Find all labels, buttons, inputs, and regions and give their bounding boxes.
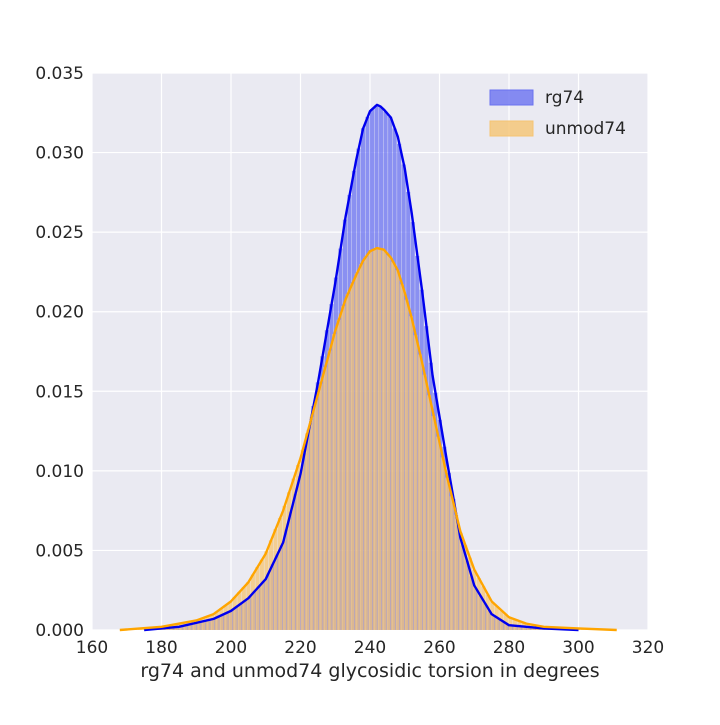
unmod74-hist-bar (319, 384, 323, 630)
unmod74-hist-bar (314, 400, 318, 630)
y-tick-label: 0.015 (35, 382, 84, 402)
unmod74-hist-bar (450, 496, 454, 630)
unmod74-hist-bar (481, 586, 485, 630)
unmod74-hist-bar (409, 316, 413, 630)
unmod74-hist-bar (445, 478, 449, 630)
unmod74-hist-bar (400, 284, 404, 630)
legend-label: rg74 (545, 88, 584, 108)
unmod74-hist-bar (251, 575, 255, 630)
y-tick-label: 0.010 (35, 462, 84, 482)
unmod74-hist-bar (337, 320, 341, 630)
y-tick-label: 0.035 (35, 64, 84, 84)
x-tick-labels: 160 180 200 220 240 260 280 300 320 (76, 638, 664, 658)
unmod74-hist-bar (224, 605, 228, 630)
x-tick-label: 200 (215, 638, 247, 658)
unmod74-hist-bar (422, 375, 426, 630)
x-tick-label: 260 (423, 638, 455, 658)
unmod74-hist-bar (427, 395, 431, 630)
unmod74-hist-bar (255, 567, 259, 630)
rg74-legend-swatch (490, 90, 533, 105)
unmod74-hist-bar (477, 578, 481, 630)
x-tick-label: 220 (284, 638, 316, 658)
unmod74-hist-bar (350, 283, 354, 630)
unmod74-hist-bar (233, 597, 237, 630)
y-tick-label: 0.030 (35, 144, 84, 164)
y-tick-label: 0.000 (35, 621, 84, 641)
unmod74-hist-bar (210, 615, 214, 630)
unmod74-hist-bar (215, 612, 219, 630)
unmod74-hist-bar (364, 257, 368, 630)
x-tick-label: 280 (493, 638, 525, 658)
legend-label: unmod74 (545, 119, 626, 139)
unmod74-hist-bar (260, 560, 264, 630)
unmod74-hist-bar (341, 306, 345, 630)
unmod74-hist-bar (432, 416, 436, 630)
unmod74-hist-bar (228, 602, 232, 630)
unmod74-hist-bar (323, 367, 327, 630)
unmod74-hist-bar (413, 335, 417, 630)
unmod74-hist-bar (382, 250, 386, 630)
unmod74-hist-bar (273, 529, 277, 630)
unmod74-hist-bar (219, 608, 223, 630)
unmod74-hist-bar (278, 518, 282, 630)
unmod74-hist-bar (246, 582, 250, 630)
unmod74-hist-bar (436, 437, 440, 630)
y-tick-label: 0.020 (35, 303, 84, 323)
y-tick-label: 0.005 (35, 541, 84, 561)
unmod74-hist-bar (404, 300, 408, 630)
x-tick-label: 160 (76, 638, 108, 658)
unmod74-hist-bar (355, 273, 359, 630)
y-tick-label: 0.025 (35, 223, 84, 243)
x-tick-label: 300 (562, 638, 594, 658)
unmod74-hist-bar (301, 450, 305, 630)
unmod74-hist-bar (377, 249, 381, 630)
unmod74-hist-bar (395, 270, 399, 630)
unmod74-hist-bar (269, 540, 273, 630)
unmod74-hist-bar (373, 249, 377, 630)
unmod74-hist-bar (242, 587, 246, 630)
unmod74-hist-bar (346, 294, 350, 630)
unmod74-legend-swatch (490, 121, 533, 136)
unmod74-hist-bar (454, 515, 458, 630)
unmod74-hist-bar (264, 551, 268, 630)
unmod74-hist-bar (237, 592, 241, 630)
unmod74-hist-bar (310, 417, 314, 630)
y-tick-labels: 0.000 0.005 0.010 0.015 0.020 0.025 0.030 0.035 (35, 64, 84, 641)
x-tick-label: 180 (145, 638, 177, 658)
unmod74-hist-bar (391, 262, 395, 630)
unmod74-hist-bar (332, 334, 336, 630)
x-tick-label: 240 (354, 638, 386, 658)
unmod74-hist-bar (359, 264, 363, 630)
unmod74-hist-bar (305, 433, 309, 630)
unmod74-hist-bar (368, 251, 372, 630)
unmod74-hist-bar (282, 506, 286, 630)
unmod74-hist-bar (441, 457, 445, 630)
unmod74-hist-bar (328, 351, 332, 630)
unmod74-hist-bar (386, 255, 390, 630)
x-tick-label: 320 (632, 638, 664, 658)
unmod74-hist-bar (206, 616, 210, 630)
x-axis-label: rg74 and unmod74 glycosidic torsion in d… (140, 660, 599, 682)
unmod74-hist-bar (418, 354, 422, 630)
